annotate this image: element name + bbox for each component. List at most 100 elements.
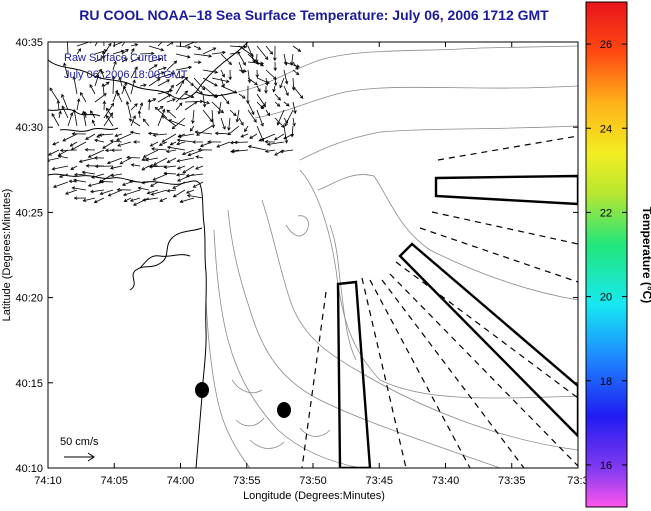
current-vector-head (295, 66, 299, 70)
current-vector (189, 125, 195, 132)
current-vector (94, 69, 102, 79)
current-vector (148, 58, 162, 63)
current-vector-head (221, 83, 225, 88)
current-vector (114, 133, 123, 137)
current-vector (157, 72, 174, 79)
current-vector (80, 92, 87, 103)
y-axis-label: Latitude (Degrees:Minutes) (1, 189, 13, 322)
current-vector-head (84, 147, 89, 152)
current-vector-head (149, 143, 154, 147)
annotation-line2: July 06, 2006 18:00 GMT (64, 69, 188, 81)
current-vector-head (105, 107, 110, 112)
current-vector-head (116, 92, 121, 96)
x-tick-label: 73:35 (498, 475, 526, 487)
current-vector (94, 139, 105, 143)
current-vector (100, 189, 114, 195)
current-vector-head (228, 61, 232, 66)
current-vector (101, 70, 105, 79)
current-vector (256, 85, 261, 92)
current-vector (70, 165, 78, 170)
current-vector-head (134, 103, 138, 107)
current-vector-head (93, 199, 98, 204)
current-vector-head (285, 92, 289, 97)
x-tick-label: 73:40 (432, 475, 460, 487)
current-vector (94, 56, 106, 63)
current-vector-head (250, 53, 254, 57)
current-vector (164, 172, 177, 175)
current-vector-head (197, 148, 202, 152)
current-vector-head (176, 166, 181, 170)
colorbar-label: Temperature (°C) (640, 207, 651, 304)
current-vector (61, 94, 69, 111)
current-vector-head (166, 145, 171, 150)
current-vector-head (173, 60, 178, 65)
current-vector-head (166, 159, 171, 163)
current-vector-head (137, 110, 142, 114)
current-vector (247, 61, 264, 64)
current-vector-head (195, 155, 200, 159)
current-vector-head (171, 125, 176, 130)
current-vector (166, 42, 174, 47)
current-vector-head (89, 84, 93, 88)
current-vector (73, 76, 78, 95)
current-vector-head (186, 54, 191, 59)
current-vector-head (110, 173, 115, 178)
current-vector-head (147, 98, 152, 103)
current-vector (71, 141, 87, 151)
current-vector (63, 63, 69, 79)
current-vector-head (192, 184, 197, 188)
current-vector (211, 77, 229, 83)
current-vector (94, 42, 98, 47)
current-vector-head (150, 183, 154, 187)
current-vector (279, 77, 285, 88)
current-vector (180, 197, 195, 203)
current-vector (192, 109, 195, 124)
current-vector-head (152, 133, 157, 137)
current-vector (184, 77, 194, 86)
current-vector-head (80, 91, 84, 96)
current-vector-head (251, 111, 255, 116)
current-vector (157, 94, 171, 103)
current-vector (177, 165, 186, 170)
current-vector-head (130, 163, 135, 167)
current-vector-head (154, 106, 159, 111)
current-vector-head (98, 68, 102, 73)
current-vector-head (126, 155, 130, 160)
current-vector (184, 100, 203, 103)
scale-label: 50 cm/s (60, 436, 99, 448)
current-vector-head (72, 75, 77, 80)
current-vector-head (142, 198, 146, 202)
current-vector-head (258, 138, 263, 142)
current-vector (274, 101, 281, 107)
current-vector-head (98, 133, 103, 137)
current-vector-head (156, 78, 161, 82)
current-vector (259, 133, 276, 142)
current-vector-head (172, 193, 177, 198)
current-vector (256, 109, 264, 127)
current-vector-head (170, 84, 174, 89)
current-vector-head (196, 132, 200, 136)
current-vector (102, 141, 114, 149)
current-vector (161, 115, 177, 127)
current-vector-head (254, 81, 258, 86)
current-vector-head (176, 141, 180, 146)
current-vector-head (172, 185, 177, 189)
current-vector-head (119, 160, 124, 165)
current-vector-head (94, 138, 98, 143)
current-vector (195, 131, 213, 135)
current-vector-head (167, 94, 172, 98)
current-vector-head (122, 192, 127, 197)
current-vector-head (70, 166, 74, 170)
current-vector-head (107, 193, 112, 197)
current-vector (90, 189, 105, 193)
current-vector (202, 85, 217, 98)
current-vector-head (99, 179, 104, 184)
current-vector (274, 77, 277, 86)
current-vector-head (148, 164, 153, 169)
current-vector-head (165, 149, 170, 154)
current-vector (151, 189, 168, 195)
current-vector (238, 53, 246, 66)
current-vector (74, 173, 87, 176)
current-vector (112, 76, 115, 95)
